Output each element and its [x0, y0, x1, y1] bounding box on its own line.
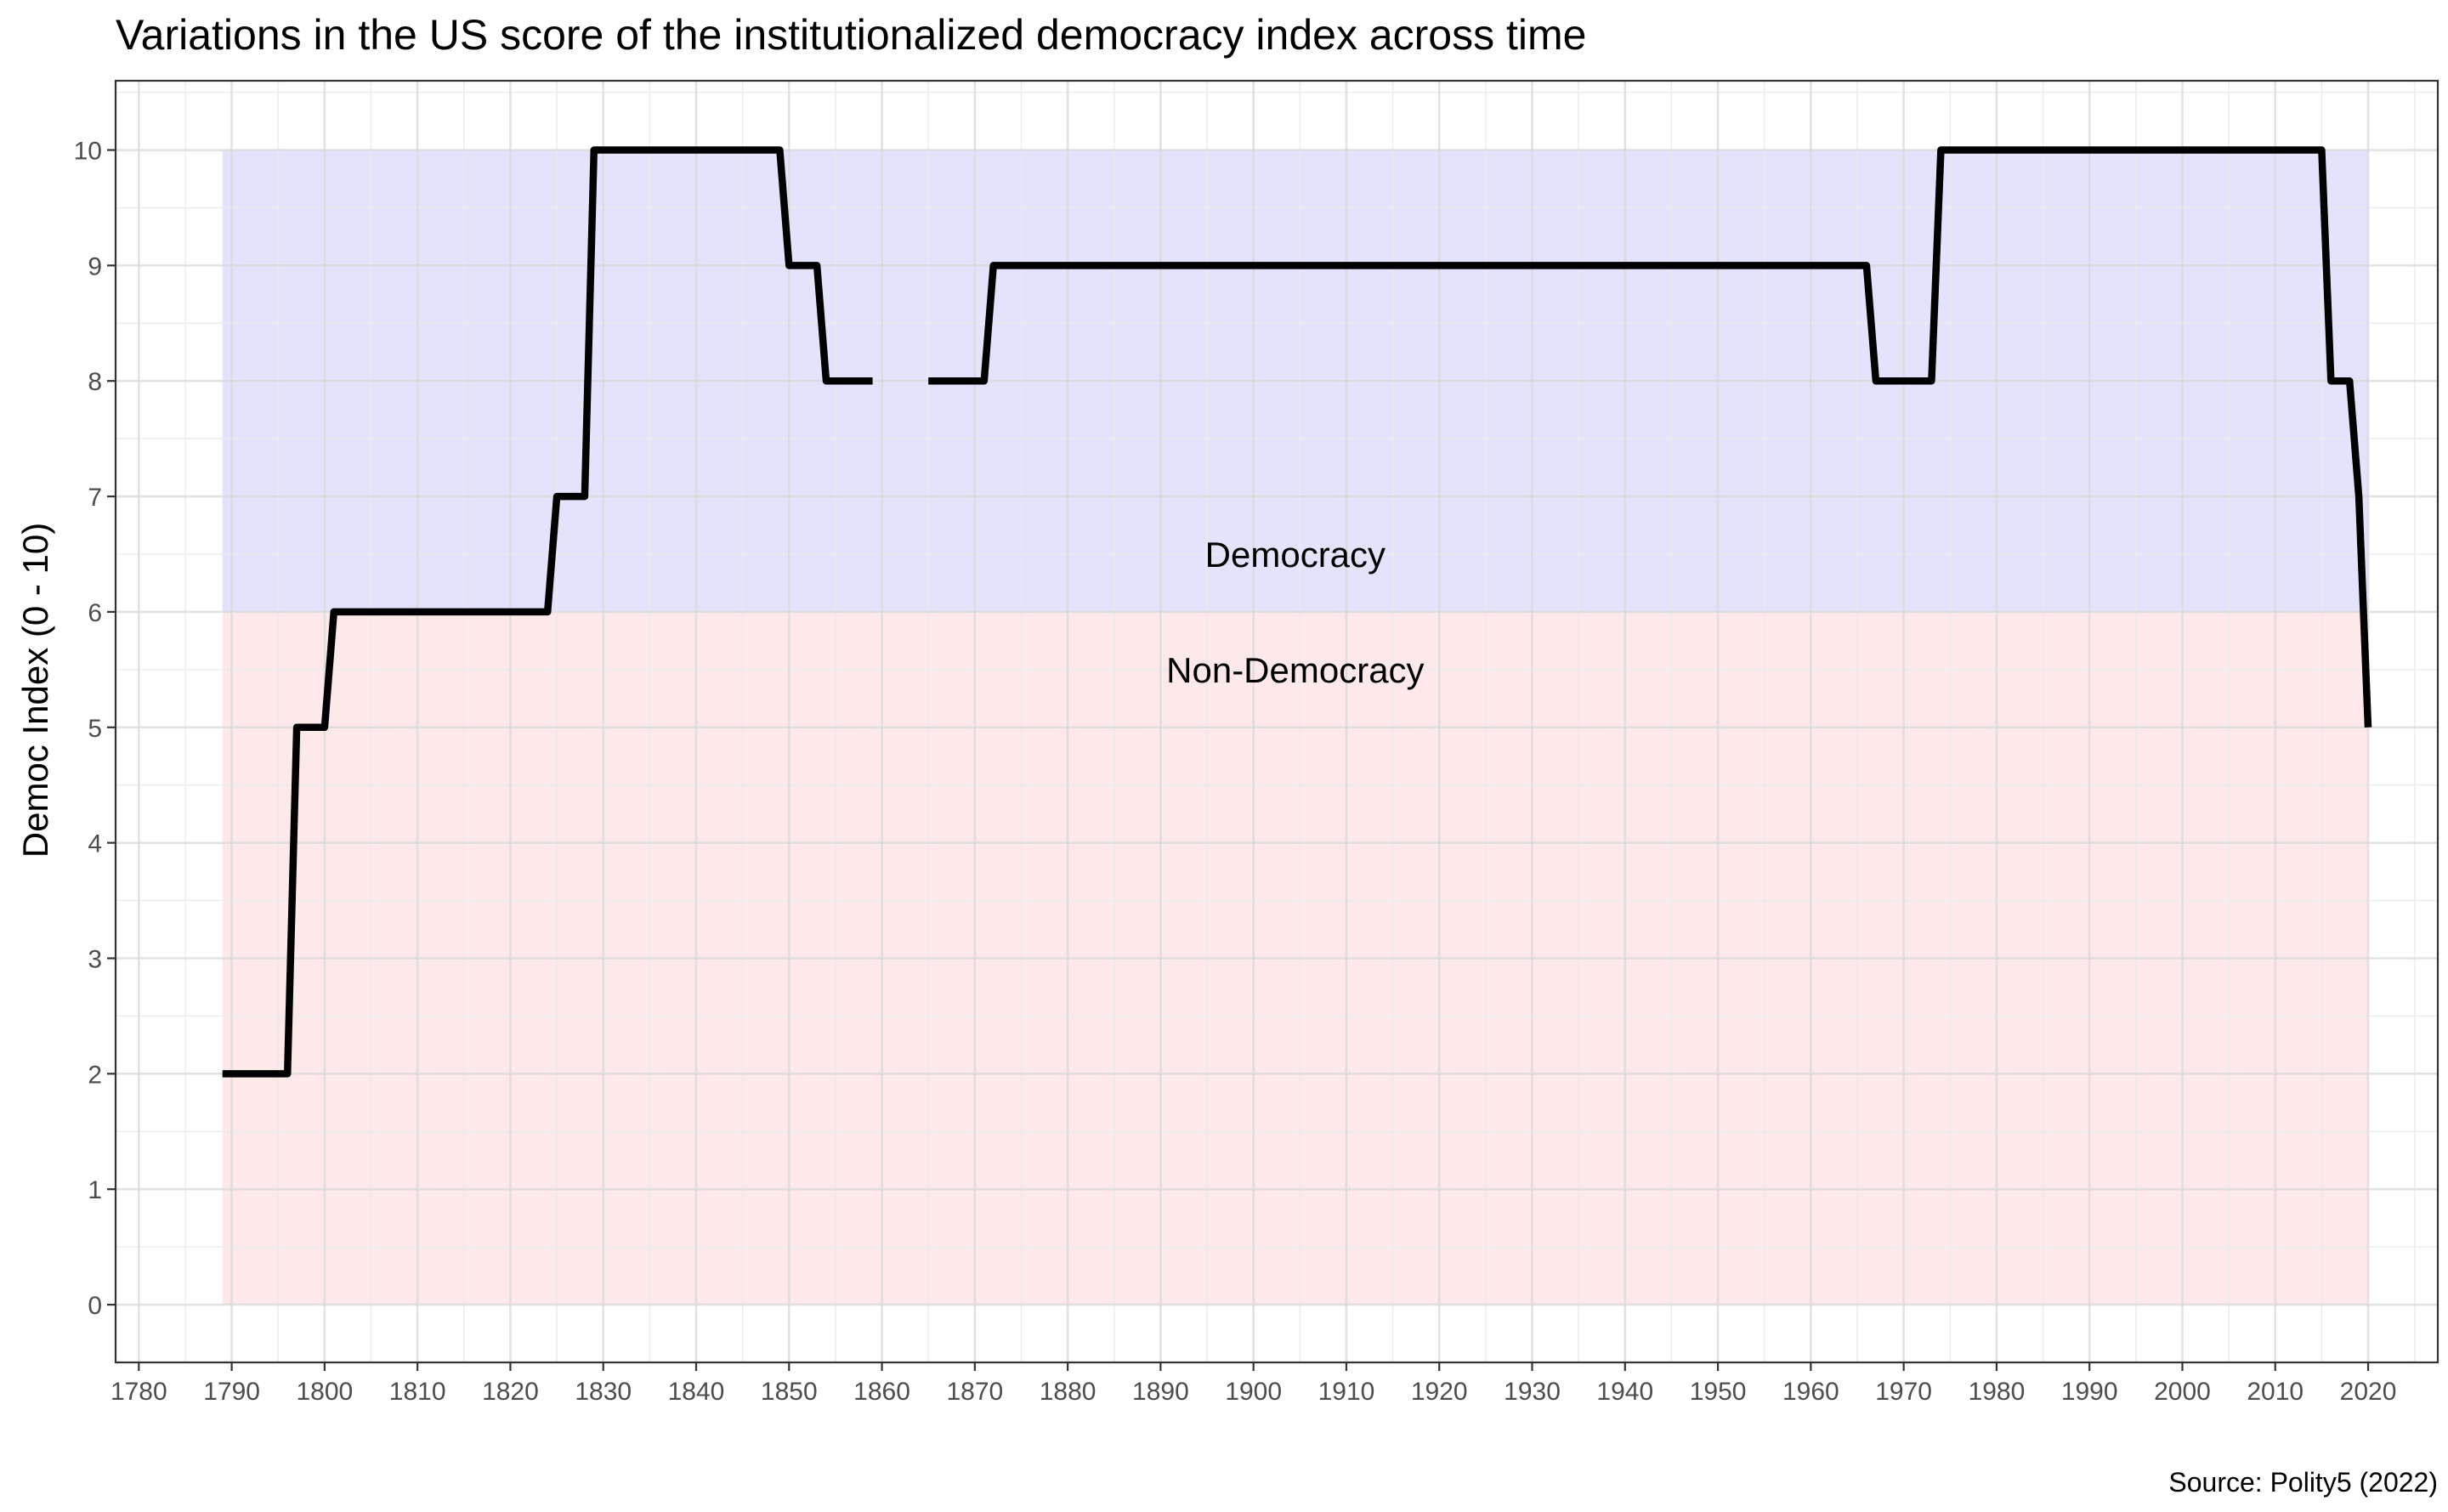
region-label-democracy: Democracy [1205, 535, 1386, 575]
x-tick-label-1790: 1790 [203, 1378, 260, 1406]
series-line-segment-1 [222, 146, 873, 1078]
x-tick-label-1850: 1850 [761, 1378, 818, 1406]
y-tick-label-6: 6 [88, 599, 102, 627]
y-tick-label-10: 10 [74, 138, 102, 166]
x-tick-label-2020: 2020 [2340, 1378, 2397, 1406]
x-tick-label-1780: 1780 [110, 1378, 167, 1406]
x-tick-label-1800: 1800 [297, 1378, 354, 1406]
x-tick-label-1940: 1940 [1596, 1378, 1653, 1406]
x-tick-label-1930: 1930 [1504, 1378, 1561, 1406]
y-tick-label-9: 9 [88, 252, 102, 280]
x-tick-label-1840: 1840 [668, 1378, 725, 1406]
y-tick-label-8: 8 [88, 368, 102, 396]
y-tick-label-5: 5 [88, 715, 102, 743]
x-tick-label-1890: 1890 [1132, 1378, 1189, 1406]
x-tick-label-1950: 1950 [1690, 1378, 1747, 1406]
y-tick-label-1: 1 [88, 1176, 102, 1204]
chart-title: Variations in the US score of the instit… [116, 11, 1586, 59]
x-tick-label-1990: 1990 [2061, 1378, 2118, 1406]
y-axis-title: Democ Index (0 - 10) [15, 523, 55, 858]
y-tick-label-7: 7 [88, 484, 102, 512]
x-tick-label-1870: 1870 [946, 1378, 1003, 1406]
x-tick-label-1980: 1980 [1969, 1378, 2026, 1406]
series-line-segment-2 [928, 146, 2372, 728]
x-tick-label-1970: 1970 [1875, 1378, 1932, 1406]
x-tick-label-1860: 1860 [853, 1378, 910, 1406]
x-tick-label-1900: 1900 [1225, 1378, 1282, 1406]
plot-panel: Democracy Non-Democracy 0 1 2 3 4 5 6 7 8 9 10 1780 17… [74, 79, 2440, 1406]
x-tick-label-2010: 2010 [2247, 1378, 2304, 1406]
y-tick-label-0: 0 [88, 1292, 102, 1320]
x-tick-label-1880: 1880 [1040, 1378, 1096, 1406]
x-tick-label-2000: 2000 [2154, 1378, 2211, 1406]
x-tick-label-1960: 1960 [1782, 1378, 1839, 1406]
panel-border [114, 79, 2440, 1364]
y-tick-label-3: 3 [88, 946, 102, 974]
x-tick-label-1830: 1830 [575, 1378, 632, 1406]
region-label-non-democracy: Non-Democracy [1166, 650, 1424, 690]
x-tick-label-1910: 1910 [1318, 1378, 1375, 1406]
x-tick-label-1810: 1810 [389, 1378, 446, 1406]
y-tick-label-4: 4 [88, 830, 102, 858]
x-tick-label-1920: 1920 [1411, 1378, 1468, 1406]
source-caption: Source: Polity5 (2022) [2168, 1467, 2438, 1498]
y-tick-label-2: 2 [88, 1061, 102, 1089]
x-tick-label-1820: 1820 [482, 1378, 539, 1406]
